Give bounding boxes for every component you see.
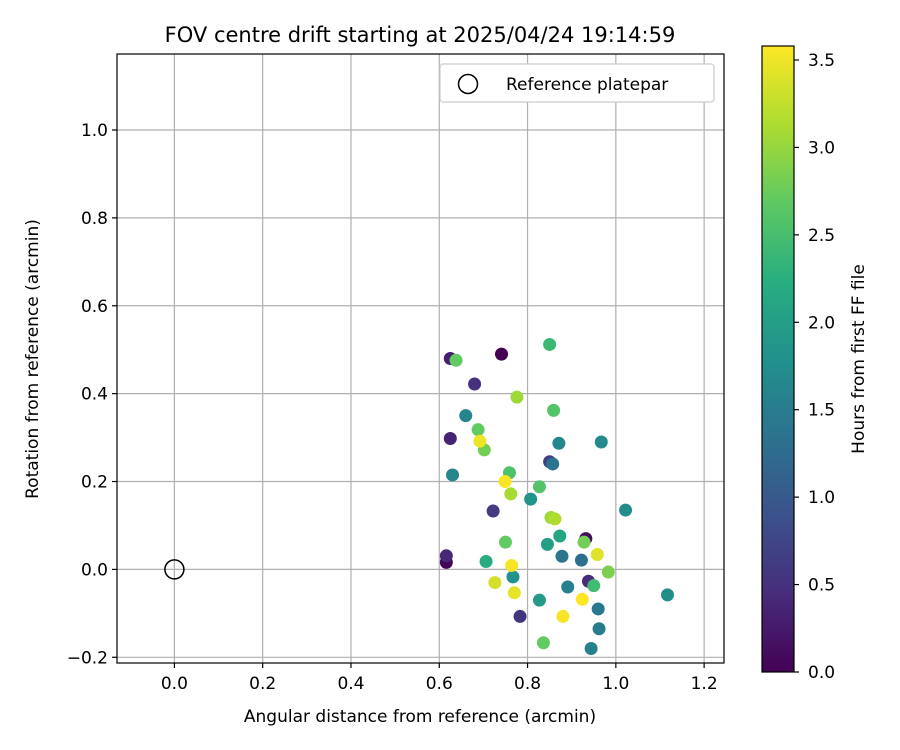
x-tick-label: 0.4	[337, 674, 364, 694]
y-tick-label: −0.2	[67, 648, 108, 668]
y-tick-label: 0.2	[81, 473, 108, 493]
colorbar-tick-label: 0.5	[808, 576, 835, 596]
colorbar-tick-label: 2.5	[808, 226, 835, 246]
x-tick-label: 0.0	[161, 674, 188, 694]
data-point	[547, 403, 561, 417]
data-point	[540, 537, 554, 551]
legend-marker-icon	[457, 73, 479, 95]
legend-label: Reference platepar	[506, 75, 668, 95]
data-point	[548, 512, 562, 526]
y-tick-label: 1.0	[81, 121, 108, 141]
data-point	[498, 535, 512, 549]
data-point	[443, 431, 457, 445]
data-point	[505, 558, 519, 572]
legend-box	[439, 63, 715, 103]
colorbar-ticks: 0.0 0.5 1.0 1.5 2.0 2.5 3.0 3.5	[794, 51, 835, 683]
data-point	[619, 503, 633, 517]
data-point	[468, 377, 482, 391]
colorbar-label: Hours from first FF file	[849, 264, 869, 454]
x-tick-label: 1.2	[691, 674, 718, 694]
colorbar-tick-label: 2.0	[808, 313, 835, 333]
data-point	[524, 492, 538, 506]
y-axis-label: Rotation from reference (arcmin)	[23, 219, 43, 499]
y-tick-label: 0.6	[81, 297, 108, 317]
x-axis-ticks: 0.0 0.2 0.4 0.6 0.8 1.0 1.2	[161, 663, 718, 694]
data-point	[449, 353, 463, 367]
data-point	[555, 549, 569, 563]
data-point	[507, 586, 521, 600]
data-point	[543, 337, 557, 351]
data-point	[574, 553, 588, 567]
colorbar: 0.0 0.5 1.0 1.5 2.0 2.5 3.0 3.5 Hours from firs…	[761, 45, 869, 683]
colorbar-tick-label: 1.5	[808, 401, 835, 421]
reference-platepar-marker	[164, 559, 185, 580]
data-point	[591, 602, 605, 616]
data-point	[473, 434, 487, 448]
data-point	[577, 535, 591, 549]
y-tick-label: 0.8	[81, 209, 108, 229]
x-tick-label: 1.0	[602, 674, 629, 694]
colorbar-tick-label: 1.0	[808, 488, 835, 508]
colorbar-tick-label: 3.5	[808, 51, 835, 71]
data-points	[439, 337, 674, 655]
data-point	[592, 622, 606, 636]
x-tick-label: 0.6	[426, 674, 453, 694]
data-point	[446, 468, 460, 482]
y-tick-label: 0.4	[81, 385, 108, 405]
grid	[117, 54, 724, 663]
data-point	[590, 547, 604, 561]
data-point	[510, 390, 524, 404]
colorbar-tick-label: 0.0	[808, 663, 835, 683]
colorbar-gradient	[761, 45, 795, 673]
y-axis-ticks: −0.2 0.0 0.2 0.4 0.6 0.8 1.0	[67, 121, 117, 668]
data-point	[561, 580, 575, 594]
data-point	[486, 504, 500, 518]
data-point	[660, 588, 674, 602]
data-point	[536, 636, 550, 650]
data-point	[584, 642, 598, 655]
data-point	[498, 475, 512, 489]
plot-frame	[116, 53, 725, 664]
data-point	[506, 570, 520, 584]
data-point	[532, 480, 546, 494]
chart-title: FOV centre drift starting at 2025/04/24 …	[165, 23, 676, 47]
data-point	[513, 609, 527, 623]
data-point	[601, 565, 615, 579]
data-point	[479, 555, 493, 568]
data-point	[495, 347, 509, 361]
data-point	[552, 436, 566, 450]
data-point	[459, 409, 473, 423]
data-point	[575, 592, 589, 606]
data-point	[546, 457, 560, 471]
data-point	[504, 487, 518, 501]
colorbar-tick-label: 3.0	[808, 138, 835, 158]
x-axis-label: Angular distance from reference (arcmin)	[244, 707, 596, 727]
x-tick-label: 0.2	[249, 674, 276, 694]
data-point	[594, 435, 608, 449]
legend: Reference platepar	[439, 63, 715, 103]
data-point	[488, 576, 502, 590]
data-point	[471, 423, 485, 437]
x-tick-label: 0.8	[514, 674, 541, 694]
y-tick-label: 0.0	[81, 560, 108, 580]
data-point	[587, 579, 601, 593]
data-point	[556, 609, 570, 623]
data-point	[553, 529, 567, 543]
data-point	[532, 593, 546, 607]
data-point	[439, 549, 453, 563]
